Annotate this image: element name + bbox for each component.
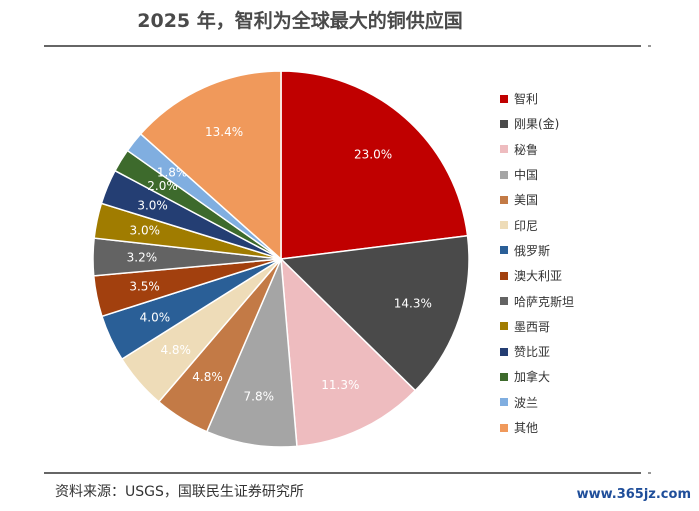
legend-item: 中国: [500, 162, 574, 187]
legend-item: 波兰: [500, 390, 574, 415]
pie-slice: [280, 70, 469, 260]
slice-value-label: 3.5%: [129, 280, 160, 294]
legend-item: 其他: [500, 415, 574, 440]
legend-label: 加拿大: [514, 370, 551, 385]
legend-item: 澳大利亚: [500, 263, 574, 288]
legend-label: 赞比亚: [514, 345, 551, 360]
legend-item: 墨西哥: [500, 314, 574, 339]
pie-slice: [280, 257, 417, 448]
legend-label: 智利: [514, 92, 539, 107]
legend-item: 美国: [500, 187, 574, 212]
legend-label: 美国: [514, 193, 539, 208]
slice-value-label: 4.0%: [140, 311, 171, 325]
watermark: www.365jz.com: [576, 487, 691, 502]
legend-label: 俄罗斯: [514, 243, 551, 258]
legend-swatch: [500, 347, 508, 356]
slice-value-label: 13.4%: [205, 125, 243, 139]
legend-swatch: [500, 195, 508, 204]
legend-label: 哈萨克斯坦: [514, 294, 575, 309]
legend-swatch: [500, 271, 508, 280]
legend-label: 刚果(金): [514, 117, 560, 132]
chart-title: 2025 年，智利为全球最大的铜供应国: [137, 10, 463, 32]
slice-value-label: 4.8%: [192, 370, 223, 384]
slice-value-label: 7.8%: [244, 389, 275, 403]
legend-swatch: [500, 372, 508, 381]
slice-value-label: 23.0%: [354, 148, 392, 162]
chart-legend: 智利刚果(金) 秘鲁中国美国印尼俄罗斯澳大利亚哈萨克斯坦墨西哥赞比亚加拿大波兰其他: [500, 86, 574, 440]
title-divider: [44, 45, 641, 47]
slice-value-label: 11.3%: [321, 378, 359, 392]
legend-label: 印尼: [514, 218, 539, 233]
slice-value-label: 14.3%: [394, 297, 432, 311]
legend-item: 印尼: [500, 212, 574, 237]
footer-divider: [44, 472, 641, 474]
slice-value-label: 3.2%: [127, 251, 158, 265]
legend-item: 哈萨克斯坦: [500, 288, 574, 313]
legend-swatch: [500, 94, 508, 103]
legend-swatch: [500, 119, 508, 128]
slice-value-label: 2.0%: [147, 179, 178, 193]
slice-value-label: 3.0%: [137, 199, 168, 213]
pie-slice: [205, 258, 298, 448]
legend-swatch: [500, 297, 508, 306]
legend-label: 波兰: [514, 395, 539, 410]
legend-swatch: [500, 145, 508, 154]
pie-slice: [279, 234, 470, 392]
legend-swatch: [500, 221, 508, 230]
legend-swatch: [500, 170, 508, 179]
legend-item: 赞比亚: [500, 339, 574, 364]
legend-item: 刚果(金): [500, 111, 574, 136]
pie-slice: [139, 70, 282, 261]
slice-value-label: 3.0%: [130, 224, 161, 238]
legend-label: 其他: [514, 421, 539, 435]
legend-label: 秘鲁: [514, 142, 539, 157]
slice-value-label: 4.8%: [160, 343, 191, 357]
legend-item: 智利: [500, 86, 574, 111]
legend-item: 俄罗斯: [500, 238, 574, 263]
legend-label: 墨西哥: [514, 319, 551, 334]
divider-tick: [648, 472, 651, 474]
legend-item: 加拿大: [500, 364, 574, 389]
legend-label: 中国: [514, 168, 539, 183]
legend-swatch: [500, 423, 508, 432]
legend-swatch: [500, 398, 508, 407]
legend-swatch: [500, 246, 508, 255]
source-note: 资料来源：USGS，国联民生证券研究所: [55, 484, 304, 500]
legend-label: 澳大利亚: [514, 269, 563, 284]
legend-swatch: [500, 322, 508, 331]
legend-item: 秘鲁: [500, 137, 574, 162]
divider-tick: [648, 45, 651, 47]
